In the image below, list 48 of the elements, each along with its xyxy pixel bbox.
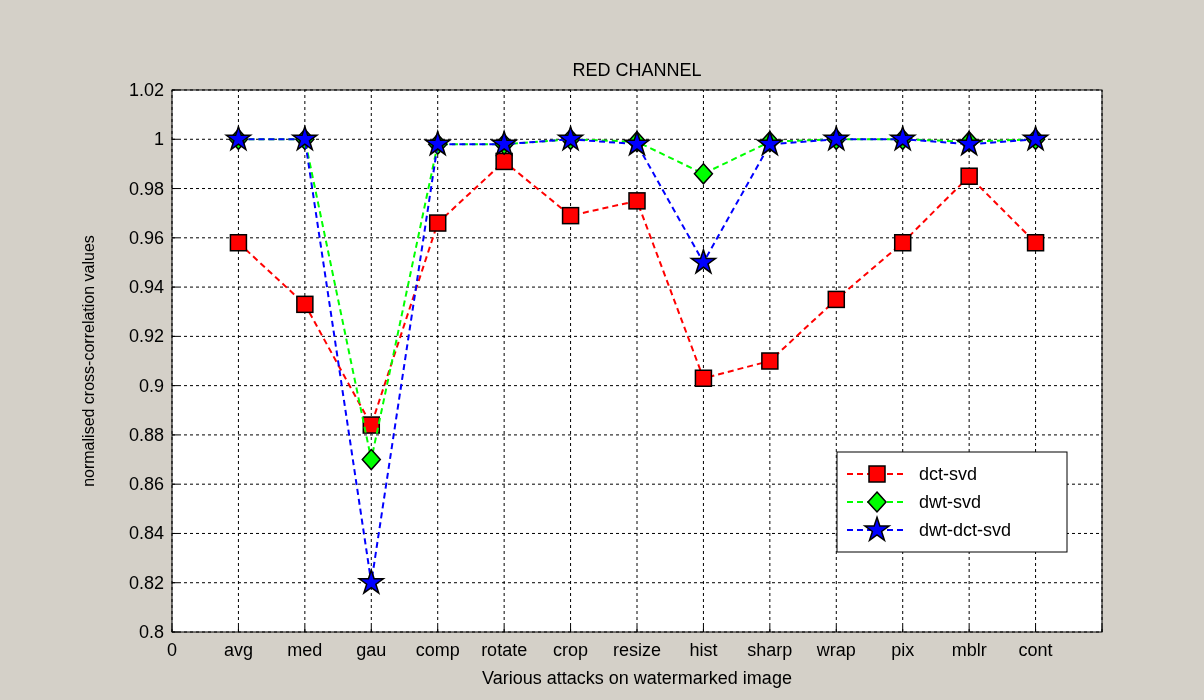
x-tick-label: wrap	[815, 640, 856, 660]
point	[693, 163, 714, 185]
point	[358, 569, 385, 594]
y-tick-label: 0.84	[128, 523, 164, 544]
x-tick-label: cont	[1018, 640, 1053, 660]
y-tick-label: 0.92	[128, 326, 164, 347]
y-tick-label: 0.82	[128, 572, 164, 593]
x-tick-label: gau	[356, 640, 387, 660]
x-tick-label: crop	[553, 640, 589, 660]
y-tick-label: 0.9	[138, 375, 164, 396]
y-tick-label: 0.8	[138, 622, 164, 642]
x-tick-label: comp	[415, 640, 460, 660]
y-tick-label: 0.98	[128, 178, 164, 199]
point	[428, 214, 447, 232]
x-axis-title: Various attacks on watermarked image	[482, 668, 792, 688]
point	[690, 249, 717, 274]
point	[495, 152, 513, 171]
y-axis-title: normalised cross-correlation values	[80, 235, 97, 487]
point	[761, 352, 779, 370]
x-tick-label: rotate	[481, 640, 528, 660]
x-tick-label: resize	[612, 640, 662, 660]
y-tick-label: 1.02	[128, 80, 164, 100]
point	[960, 167, 978, 185]
point	[628, 192, 646, 210]
legend-label: dct-svd	[919, 464, 978, 484]
x-tick-label: hist	[689, 640, 718, 660]
x-tick-label: sharp	[747, 640, 793, 660]
point	[361, 448, 382, 471]
legend-label: dwt-svd	[919, 492, 982, 512]
point	[1026, 234, 1045, 252]
point	[893, 234, 912, 252]
chart-title: RED CHANNEL	[572, 60, 702, 80]
y-tick-label: 0.94	[128, 277, 164, 298]
y-tick-label: 0.86	[128, 474, 164, 495]
point	[296, 295, 314, 314]
x-tick-label: avg	[223, 640, 253, 660]
point	[561, 206, 580, 225]
point	[229, 234, 248, 252]
x-tick-label: med	[287, 640, 323, 660]
y-tick-label: 1	[153, 129, 164, 150]
point	[694, 369, 713, 387]
x-tick-label: pix	[891, 640, 915, 660]
x-tick-label: mblr	[951, 640, 987, 660]
x-tick-label: 0	[166, 640, 178, 660]
point	[827, 290, 846, 309]
legend-label: dwt-dct-svd	[919, 520, 1012, 540]
y-tick-label: 0.96	[128, 227, 164, 248]
y-tick-label: 0.88	[128, 424, 164, 445]
